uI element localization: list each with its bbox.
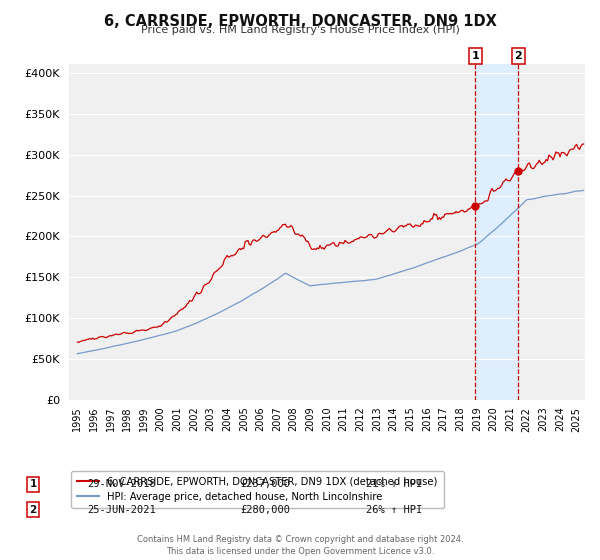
Text: 2: 2: [514, 51, 522, 61]
Text: 21% ↑ HPI: 21% ↑ HPI: [366, 479, 422, 489]
Text: 1: 1: [29, 479, 37, 489]
Text: 2: 2: [29, 505, 37, 515]
Bar: [475, 64, 518, 400]
Text: £280,000: £280,000: [240, 505, 290, 515]
Text: Contains HM Land Registry data © Crown copyright and database right 2024.
This d: Contains HM Land Registry data © Crown c…: [137, 535, 463, 556]
Legend: 6, CARRSIDE, EPWORTH, DONCASTER, DN9 1DX (detached house), HPI: Average price, d: 6, CARRSIDE, EPWORTH, DONCASTER, DN9 1DX…: [71, 471, 444, 508]
Text: 26% ↑ HPI: 26% ↑ HPI: [366, 505, 422, 515]
Text: 29-NOV-2018: 29-NOV-2018: [87, 479, 156, 489]
Text: 25-JUN-2021: 25-JUN-2021: [87, 505, 156, 515]
Text: 6, CARRSIDE, EPWORTH, DONCASTER, DN9 1DX: 6, CARRSIDE, EPWORTH, DONCASTER, DN9 1DX: [104, 14, 496, 29]
Text: Price paid vs. HM Land Registry's House Price Index (HPI): Price paid vs. HM Land Registry's House …: [140, 25, 460, 35]
Text: £237,000: £237,000: [240, 479, 290, 489]
Text: 1: 1: [472, 51, 479, 61]
